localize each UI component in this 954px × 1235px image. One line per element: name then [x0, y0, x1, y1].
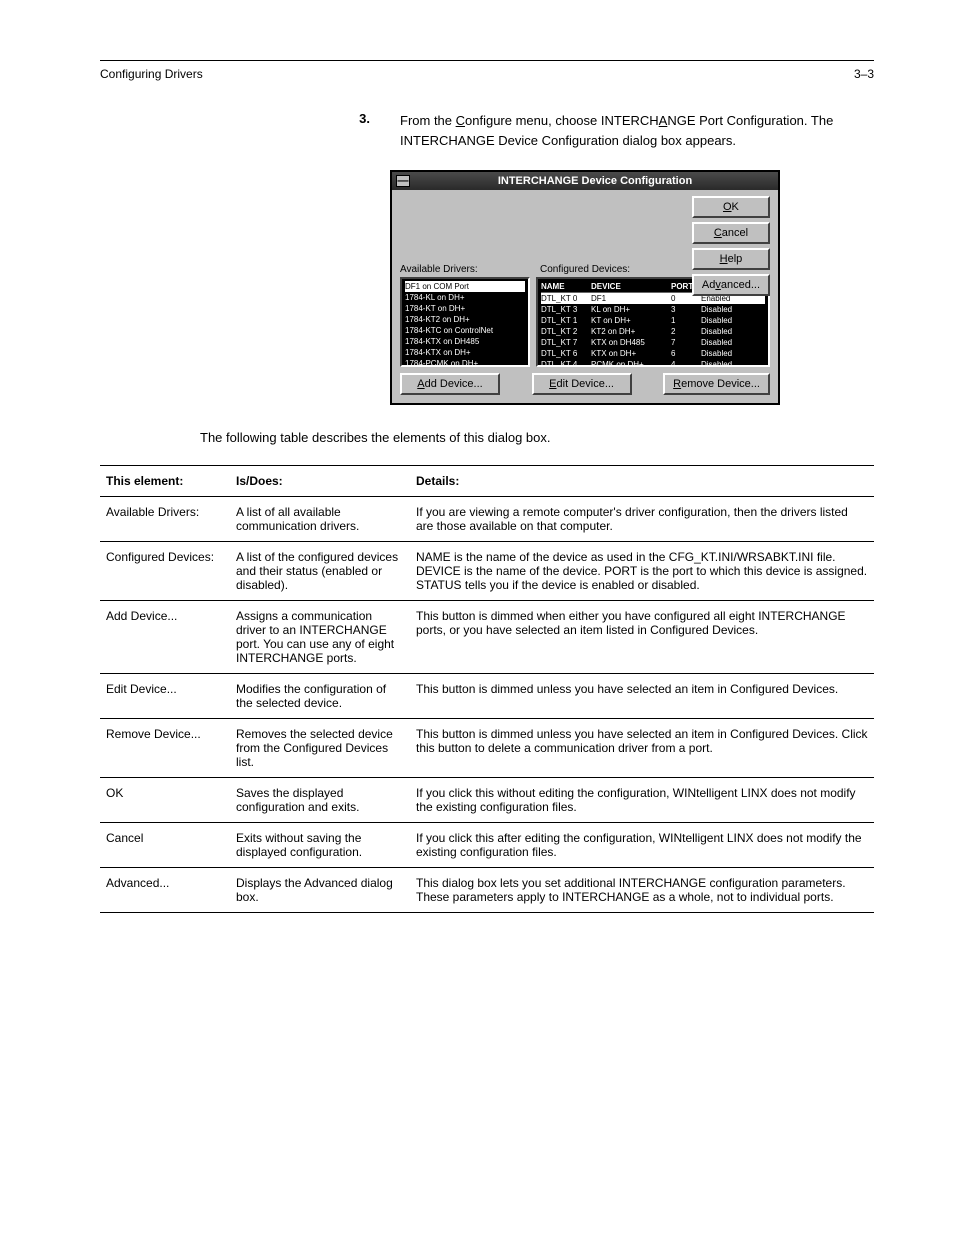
table-row: Available Drivers:A list of all availabl…	[100, 497, 874, 542]
driver-item[interactable]: 1784-KTX on DH+	[405, 347, 525, 358]
add-device-button[interactable]: Add Device...	[400, 373, 500, 395]
device-row[interactable]: DTL_KT 1KT on DH+1Disabled	[541, 315, 765, 326]
table-row: Remove Device...Removes the selected dev…	[100, 719, 874, 778]
driver-item[interactable]: DF1 on COM Port	[405, 281, 525, 292]
available-drivers-list[interactable]: DF1 on COM Port 1784-KL on DH+ 1784-KT o…	[400, 277, 530, 367]
table-row: OKSaves the displayed configuration and …	[100, 778, 874, 823]
device-row[interactable]: DTL_KT 6KTX on DH+6Disabled	[541, 348, 765, 359]
driver-item[interactable]: 1784-KT on DH+	[405, 303, 525, 314]
help-button[interactable]: Help	[692, 248, 770, 270]
system-menu-icon[interactable]: —	[396, 175, 410, 187]
driver-item[interactable]: 1784-KL on DH+	[405, 292, 525, 303]
driver-item[interactable]: 1784-KTC on ControlNet	[405, 325, 525, 336]
table-row: Edit Device...Modifies the configuration…	[100, 674, 874, 719]
ok-button[interactable]: OK	[692, 196, 770, 218]
device-row[interactable]: DTL_KT 7KTX on DH4857Disabled	[541, 337, 765, 348]
remove-device-button[interactable]: Remove Device...	[663, 373, 770, 395]
cancel-button[interactable]: Cancel	[692, 222, 770, 244]
device-row[interactable]: DTL_KT 3KL on DH+3Disabled	[541, 304, 765, 315]
driver-item[interactable]: 1784-KT2 on DH+	[405, 314, 525, 325]
driver-item[interactable]: 1784-PCMK on DH+	[405, 358, 525, 367]
header-right: 3–3	[854, 67, 874, 81]
step-number: 3.	[100, 111, 370, 150]
header-left: Configuring Drivers	[100, 67, 203, 81]
dialog-title: INTERCHANGE Device Configuration	[416, 175, 774, 187]
th-isdoes: Is/Does:	[230, 466, 410, 497]
dialog-screenshot: — INTERCHANGE Device Configuration OK Ca…	[390, 170, 780, 405]
step-text: From the Configure menu, choose INTERCHA…	[400, 111, 874, 150]
table-caption: The following table describes the elemen…	[200, 430, 874, 445]
th-details: Details:	[410, 466, 874, 497]
table-row: CancelExits without saving the displayed…	[100, 823, 874, 868]
device-row[interactable]: DTL_KT 4PCMK on DH+4Disabled	[541, 359, 765, 367]
table-row: Advanced...Displays the Advanced dialog …	[100, 868, 874, 913]
elements-table: This element: Is/Does: Details: Availabl…	[100, 465, 874, 913]
th-element: This element:	[100, 466, 230, 497]
table-row: Add Device...Assigns a communication dri…	[100, 601, 874, 674]
table-row: Configured Devices:A list of the configu…	[100, 542, 874, 601]
dialog-titlebar: — INTERCHANGE Device Configuration	[392, 172, 778, 190]
advanced-button[interactable]: Advanced...	[692, 274, 770, 296]
driver-item[interactable]: 1784-KTX on DH485	[405, 336, 525, 347]
edit-device-button[interactable]: Edit Device...	[532, 373, 632, 395]
available-drivers-label: Available Drivers:	[400, 264, 530, 275]
device-row[interactable]: DTL_KT 2KT2 on DH+2Disabled	[541, 326, 765, 337]
